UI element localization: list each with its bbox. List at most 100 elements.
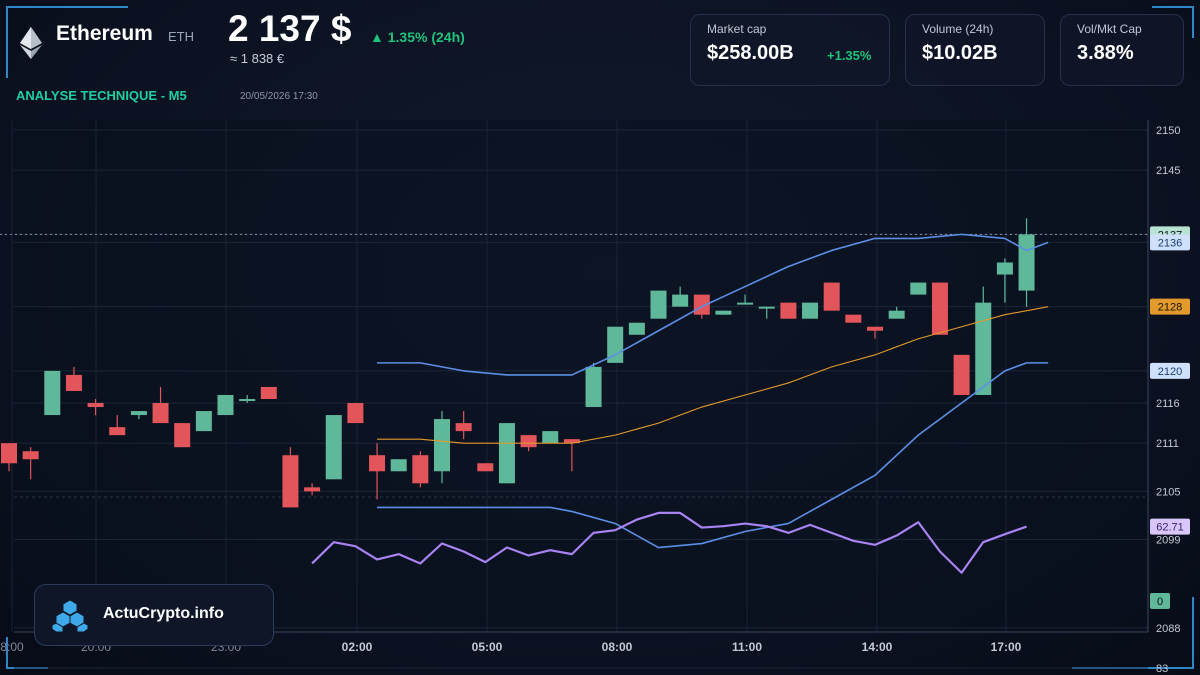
price-tick-label: 2150 [1156, 125, 1180, 137]
candle-body [1018, 234, 1035, 291]
vol-mkt-cap-value: 3.88% [1077, 42, 1134, 64]
candle-body [260, 386, 277, 400]
candle-body [109, 427, 126, 436]
market-cap-label: Market cap [707, 22, 767, 36]
brand-badge[interactable]: ActuCrypto.info [34, 584, 274, 646]
price-tag: 2120 [1158, 366, 1182, 378]
market-cap-card: Market cap $258.00B +1.35% [690, 14, 890, 86]
candles [1, 218, 1035, 508]
candle-body [975, 302, 992, 395]
oscillator-tag: 62.71 [1156, 522, 1184, 534]
candle-body [650, 290, 667, 319]
candle-body [520, 435, 537, 448]
vol-mkt-cap-card: Vol/Mkt Cap 3.88% [1060, 14, 1184, 86]
time-tick-label: 17:00 [991, 640, 1022, 654]
price-tag: 2136 [1158, 237, 1182, 249]
candle-body [369, 455, 386, 472]
candle-body [44, 370, 61, 416]
time-tick-label: 14:00 [862, 640, 893, 654]
candle-body [412, 455, 429, 484]
time-tick-label: 02:00 [342, 640, 373, 654]
candle-body [867, 326, 883, 331]
oscillator-zero-tag-bg [1150, 593, 1170, 609]
candle-body [845, 314, 862, 323]
analysis-title: ANALYSE TECHNIQUE - M5 [16, 88, 187, 103]
asset-name: Ethereum [56, 22, 153, 45]
candle-body [910, 282, 927, 295]
price-tick-label: 2116 [1156, 398, 1180, 410]
vol-mkt-cap-label: Vol/Mkt Cap [1077, 22, 1142, 36]
candle-body [888, 310, 905, 319]
price-tag-bg [1150, 362, 1190, 379]
time-tick-label: 08:00 [602, 640, 633, 654]
price-tick-label: 2105 [1156, 486, 1180, 498]
cubes-logo-icon [51, 599, 89, 633]
price-tick-label: 2099 [1156, 535, 1180, 547]
analysis-datetime: 20/05/2026 17:30 [240, 91, 318, 102]
candle-body [672, 294, 689, 307]
volume-value: $10.02B [922, 42, 998, 64]
candle-body [304, 487, 321, 492]
price-change-24h: ▲ 1.35% (24h) [370, 29, 465, 45]
candle-body [347, 403, 364, 424]
candle-body [65, 374, 82, 391]
upper-band-line [377, 233, 1049, 376]
candle-body [455, 423, 472, 432]
candle-body [628, 322, 645, 335]
price-tick-label: 2088 [1156, 623, 1180, 635]
price-tag: 2128 [1158, 302, 1182, 314]
candle-body [996, 262, 1013, 275]
market-cap-value: $258.00B [707, 42, 794, 64]
price-eur: ≈ 1 838 € [230, 51, 285, 66]
candle-body [931, 282, 948, 335]
price-tick-label: 2111 [1156, 438, 1179, 450]
ethereum-logo-icon [20, 27, 42, 59]
candle-body [174, 423, 191, 448]
time-tick-label: 11:00 [732, 640, 762, 654]
lower-band-line [377, 362, 1049, 549]
candle-body [217, 394, 234, 416]
candle-body [87, 403, 104, 408]
candle-body [585, 366, 602, 408]
frame-corner-top-right [1152, 6, 1194, 38]
candle-body [477, 463, 494, 472]
candle-body [737, 302, 754, 305]
price-tag-bg [1150, 234, 1190, 251]
oscillator-zero-tag: 0 [1157, 596, 1163, 608]
candle-body [282, 455, 299, 508]
moving-average-line [377, 306, 1049, 444]
candle-body [758, 306, 775, 309]
current-price: 2 137 $ [228, 8, 352, 49]
candle-body [563, 439, 580, 444]
time-tick-label: 8:00 [0, 640, 24, 654]
candle-body [498, 423, 515, 484]
candle-body [542, 431, 559, 444]
candle-body [239, 399, 256, 402]
candle-body [823, 282, 840, 311]
candle-body [325, 415, 342, 480]
candle-body [607, 326, 624, 363]
candle-body [715, 310, 732, 315]
candle-body [130, 411, 147, 416]
asset-symbol: ETH [168, 29, 194, 44]
candle-body [390, 459, 407, 472]
market-cap-change: +1.35% [827, 48, 872, 63]
candle-body [434, 419, 450, 472]
volume-label: Volume (24h) [922, 22, 994, 36]
candle-body [1, 443, 17, 464]
candle-body [195, 411, 212, 432]
price-tick-label: 83 [1156, 663, 1168, 675]
frame-corner-top-left [6, 6, 128, 78]
candle-body [953, 354, 970, 395]
price-tick-label: 2145 [1156, 165, 1180, 177]
candle-body [152, 403, 169, 424]
oscillator-line [311, 511, 1027, 574]
price-tag-bg [1150, 298, 1190, 315]
candle-body [780, 302, 797, 319]
volume-card: Volume (24h) $10.02B [905, 14, 1045, 86]
candle-body [22, 451, 39, 460]
oscillator-tag-bg [1150, 518, 1190, 535]
candle-body [802, 302, 819, 319]
time-tick-label: 05:00 [472, 640, 503, 654]
